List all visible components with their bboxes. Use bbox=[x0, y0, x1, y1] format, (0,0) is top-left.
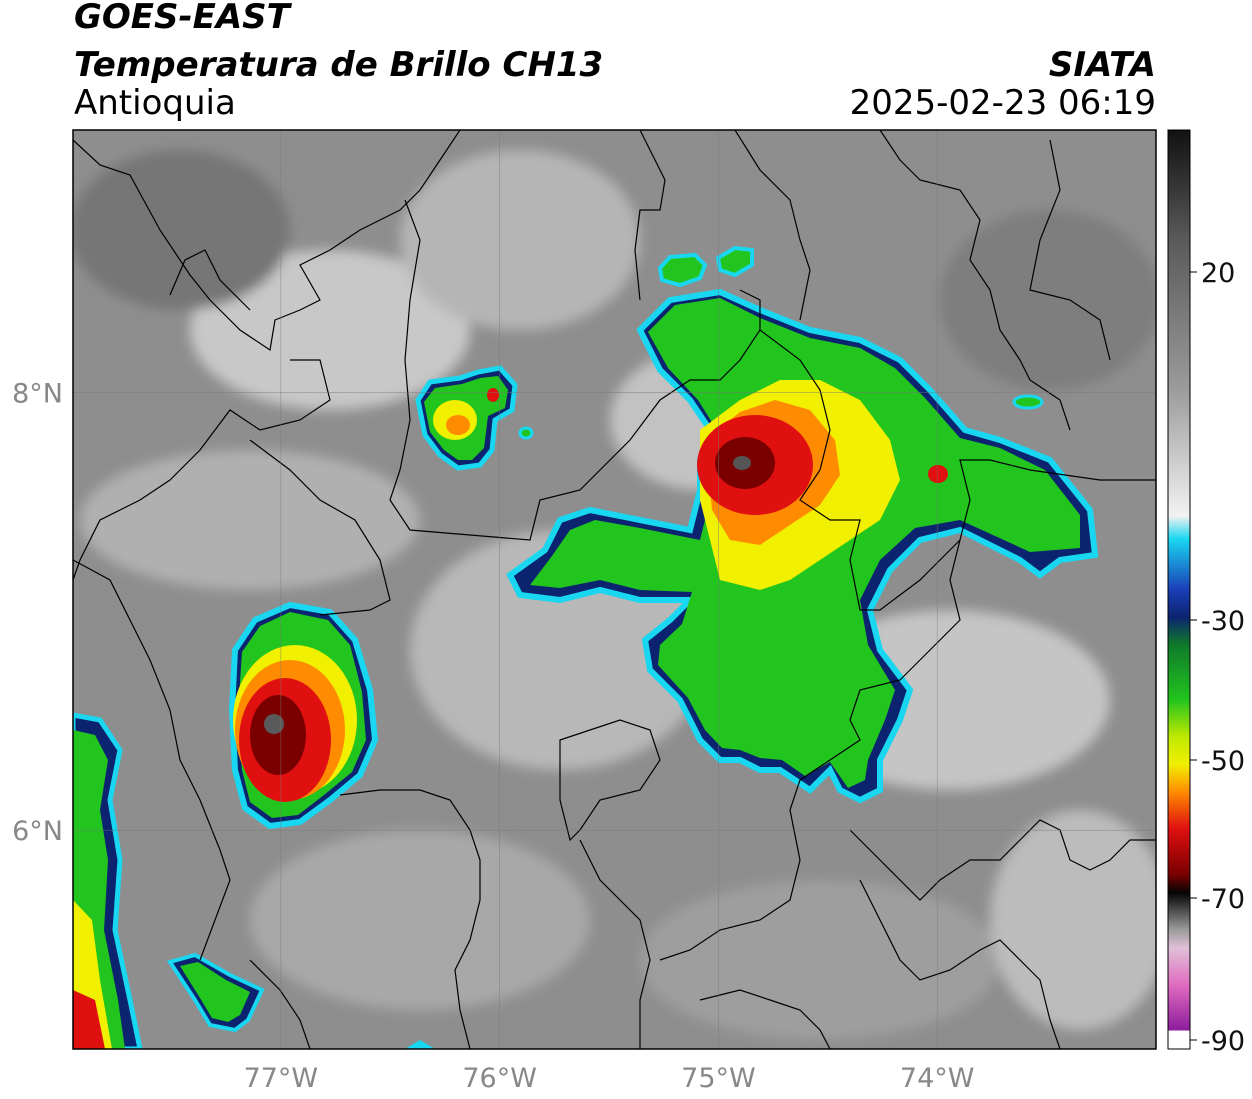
product-title: Temperatura de Brillo CH13 bbox=[74, 45, 604, 85]
colorbar-tick-label: -30 bbox=[1201, 606, 1245, 637]
storm-cell-west bbox=[228, 601, 379, 830]
storm-west-edge bbox=[73, 712, 435, 1049]
colorbar-tick-label: -70 bbox=[1201, 884, 1245, 915]
political-borders bbox=[73, 130, 1156, 1049]
storm-central bbox=[506, 245, 1099, 804]
lon-tick-label: 75°W bbox=[681, 1063, 756, 1094]
lat-tick-label: 8°N bbox=[12, 379, 63, 410]
lon-tick-label: 76°W bbox=[462, 1063, 537, 1094]
datetime-label: 2025-02-23 06:19 bbox=[849, 83, 1156, 123]
agency-label: SIATA bbox=[1048, 45, 1156, 85]
region-label: Antioquia bbox=[74, 83, 236, 123]
colorbar-tick-label: 20 bbox=[1201, 258, 1235, 289]
colorbar-ticks: 20 -30 -50 -70 -90 bbox=[1190, 258, 1245, 1057]
map-frame bbox=[72, 129, 1157, 1050]
gridlines bbox=[73, 130, 1156, 1049]
lat-tick-label: 6°N bbox=[12, 816, 63, 847]
latitude-ticks: 8°N 6°N bbox=[12, 379, 63, 848]
colorbar-ramp bbox=[1167, 129, 1191, 1050]
lon-tick-label: 77°W bbox=[244, 1063, 319, 1094]
storm-cell-north bbox=[415, 365, 534, 471]
satellite-imagery bbox=[73, 130, 1156, 1049]
longitude-ticks: 77°W 76°W 75°W 74°W bbox=[244, 1063, 975, 1094]
satellite-title: GOES-EAST bbox=[74, 0, 290, 37]
colorbar-tick-label: -50 bbox=[1201, 746, 1245, 777]
colorbar-tick-label: -90 bbox=[1201, 1026, 1245, 1057]
lon-tick-label: 74°W bbox=[900, 1063, 975, 1094]
colorbar: 20 -30 -50 -70 -90 bbox=[1167, 129, 1245, 1057]
